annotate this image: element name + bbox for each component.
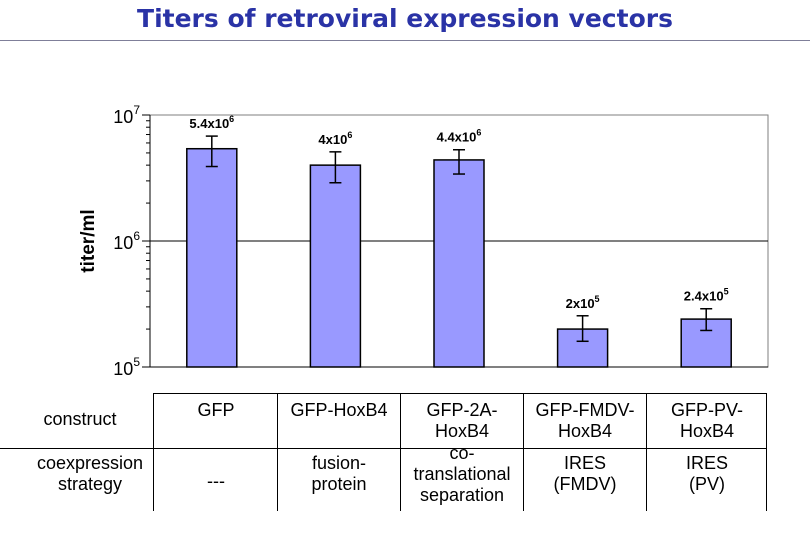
table-divider-top bbox=[154, 393, 766, 394]
table-divider-v2 bbox=[400, 393, 401, 511]
strategy-cell: --- bbox=[207, 471, 225, 491]
table-divider-v0 bbox=[153, 393, 154, 511]
y-tick-label: 106 bbox=[113, 229, 140, 253]
bar-chart: 107 106 105 titer/ml 5.4x106 4x106 4.4x106 2x10… bbox=[78, 103, 769, 379]
table-divider-v5 bbox=[766, 393, 767, 511]
table-divider-middle bbox=[0, 448, 766, 449]
construct-cell: GFP-FMDV-HoxB4 bbox=[535, 400, 635, 441]
strategy-cell: co-translational separation bbox=[413, 443, 511, 505]
table-divider-v4 bbox=[646, 393, 647, 511]
bar bbox=[309, 164, 362, 368]
row-label-construct: construct bbox=[43, 409, 117, 429]
construct-cell: GFP-2A-HoxB4 bbox=[426, 400, 498, 441]
y-tick-label: 107 bbox=[113, 103, 140, 127]
data-label: 5.4x106 bbox=[189, 114, 234, 131]
y-tick-label: 105 bbox=[113, 355, 140, 379]
construct-cell: GFP-HoxB4 bbox=[290, 400, 388, 420]
data-label: 4.4x106 bbox=[437, 128, 482, 145]
row-label-strategy: coexpression strategy bbox=[36, 453, 144, 494]
data-label: 2.4x105 bbox=[684, 287, 729, 304]
data-label: 4x106 bbox=[318, 130, 352, 147]
bar bbox=[433, 159, 485, 368]
construct-table: construct coexpression strategy GFP GFP-… bbox=[0, 393, 810, 511]
page-title: Titers of retroviral expression vectors bbox=[137, 4, 673, 33]
y-axis-title: titer/ml bbox=[78, 209, 99, 272]
table-divider-v3 bbox=[523, 393, 524, 511]
construct-cell: GFP bbox=[197, 400, 235, 420]
data-label: 2x105 bbox=[566, 294, 600, 311]
strategy-cell: fusion-protein bbox=[311, 453, 367, 494]
strategy-cell: IRES (PV) bbox=[685, 453, 728, 494]
title-divider bbox=[0, 40, 810, 41]
strategy-cell: IRES (FMDV) bbox=[553, 453, 617, 494]
table-divider-v1 bbox=[277, 393, 278, 511]
construct-cell: GFP-PV-HoxB4 bbox=[670, 400, 743, 441]
bar bbox=[186, 147, 238, 368]
